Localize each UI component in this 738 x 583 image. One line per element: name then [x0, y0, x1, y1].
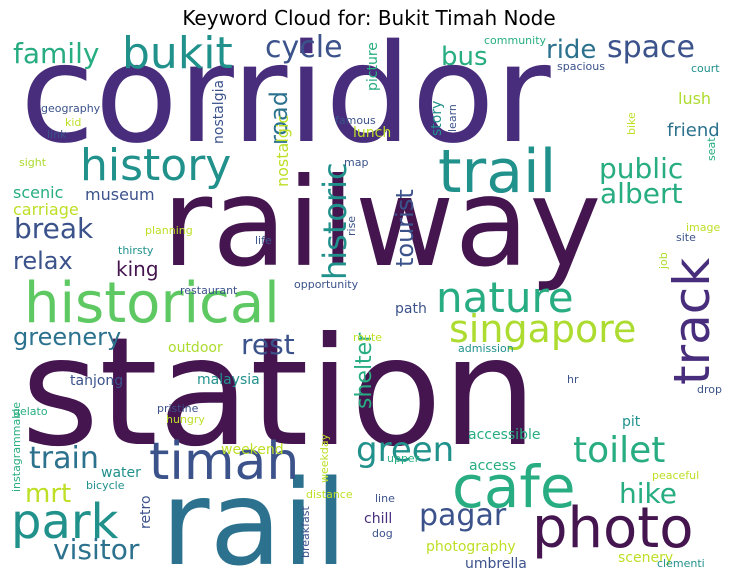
- word-access: access: [469, 458, 517, 474]
- word-track: track: [663, 257, 721, 385]
- word-thirsty: thirsty: [118, 244, 154, 257]
- word-outdoor: outdoor: [168, 340, 223, 356]
- word-drop: drop: [697, 383, 722, 396]
- word-nostalgic: nostalgic: [273, 114, 292, 187]
- word-geography: geography: [41, 102, 101, 115]
- word-carriage: carriage: [13, 200, 79, 219]
- word-railway: railway: [162, 152, 602, 294]
- word-rail: rail: [161, 454, 348, 578]
- word-gelato: gelato: [13, 405, 48, 418]
- word-clementi: clementi: [657, 557, 705, 570]
- word-community: community: [484, 34, 547, 47]
- word-job: job: [657, 252, 670, 269]
- word-rise: rise: [345, 215, 358, 236]
- word-peaceful: peaceful: [652, 469, 700, 482]
- word-pit: pit: [622, 414, 641, 430]
- word-photo: photo: [532, 496, 694, 561]
- word-retro: retro: [138, 495, 154, 529]
- word-link: link: [47, 128, 67, 141]
- word-cycle: cycle: [265, 33, 343, 65]
- word-park: park: [11, 494, 119, 550]
- word-weekend: weekend: [221, 442, 284, 458]
- word-nature: nature: [436, 273, 574, 322]
- word-map: map: [344, 156, 369, 169]
- word-train: train: [29, 441, 99, 476]
- word-hr: hr: [567, 373, 579, 386]
- word-spacious: spacious: [557, 60, 605, 73]
- word-bus: bus: [441, 42, 488, 72]
- word-relax: relax: [13, 247, 73, 275]
- word-albert: albert: [600, 177, 683, 210]
- word-hungry: hungry: [166, 413, 205, 426]
- word-seat: seat: [705, 137, 718, 161]
- word-historical: historical: [24, 271, 280, 336]
- word-photography: photography: [426, 539, 516, 555]
- word-life: life: [255, 234, 272, 247]
- word-opportunity: opportunity: [294, 278, 359, 291]
- word-king: king: [116, 257, 159, 281]
- word-hike: hike: [619, 477, 677, 510]
- word-nostalgia: nostalgia: [211, 79, 227, 144]
- word-image: image: [686, 221, 721, 234]
- word-route: route: [353, 331, 383, 344]
- word-dog: dog: [372, 527, 393, 540]
- word-chill: chill: [364, 511, 393, 527]
- word-sight: sight: [19, 156, 47, 169]
- word-famous: famous: [335, 114, 376, 127]
- word-break: break: [14, 212, 94, 245]
- word-water: water: [101, 465, 141, 481]
- word-kid: kid: [65, 116, 82, 129]
- word-rest: rest: [241, 328, 295, 361]
- word-history: history: [80, 140, 232, 191]
- word-museum: museum: [85, 185, 155, 204]
- word-mrt: mrt: [25, 479, 72, 509]
- word-lush: lush: [678, 89, 712, 108]
- word-bukit: bukit: [122, 33, 233, 79]
- word-picture: picture: [365, 42, 381, 91]
- word-green: green: [356, 430, 455, 470]
- word-path: path: [395, 301, 427, 317]
- word-weekday: weekday: [318, 433, 331, 483]
- word-scenery: scenery: [618, 550, 674, 566]
- word-bike: bike: [625, 112, 638, 135]
- word-upper: upper: [387, 452, 420, 465]
- word-admission: admission: [458, 342, 514, 355]
- word-scenic: scenic: [13, 183, 64, 202]
- word-friend: friend: [667, 120, 720, 141]
- word-cloud: corridor railway station rail trail historica…: [11, 33, 727, 578]
- word-greenery: greenery: [13, 323, 122, 351]
- word-shelter: shelter: [352, 332, 377, 409]
- word-toilet: toilet: [573, 430, 666, 471]
- word-ride: ride: [546, 35, 597, 65]
- word-pristine: pristine: [157, 402, 199, 415]
- word-family: family: [13, 37, 100, 70]
- word-accessible: accessible: [468, 427, 541, 443]
- word-lunch: lunch: [353, 125, 392, 141]
- word-site: site: [676, 231, 696, 244]
- word-timah: timah: [149, 432, 300, 492]
- word-distance: distance: [306, 488, 353, 501]
- word-learn: learn: [446, 104, 459, 132]
- word-singapore: singapore: [449, 307, 637, 351]
- word-bicycle: bicycle: [86, 479, 125, 492]
- word-breakfast: breakfast: [299, 506, 312, 558]
- word-line: line: [375, 492, 395, 505]
- word-restaurant: restaurant: [180, 284, 238, 297]
- word-public: public: [599, 152, 684, 185]
- word-station: station: [21, 306, 538, 480]
- word-tourist: tourist: [391, 189, 419, 267]
- word-malaysia: malaysia: [197, 372, 260, 388]
- word-story: story: [429, 100, 445, 136]
- word-trail: trail: [438, 137, 557, 207]
- word-court: court: [691, 62, 720, 75]
- word-corridor: corridor: [20, 33, 551, 174]
- word-space: space: [607, 33, 696, 65]
- word-planning: planning: [145, 224, 193, 237]
- word-pagar: pagar: [419, 498, 507, 533]
- chart-title: Keyword Cloud for: Bukit Timah Node: [182, 6, 556, 30]
- word-visitor: visitor: [53, 533, 140, 566]
- word-cafe: cafe: [452, 453, 576, 521]
- word-umbrella: umbrella: [465, 556, 527, 572]
- word-tanjong: tanjong: [70, 373, 124, 389]
